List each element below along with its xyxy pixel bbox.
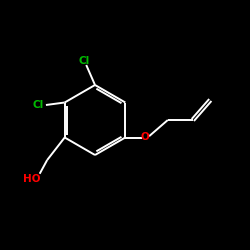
Text: Cl: Cl: [33, 100, 44, 110]
Text: Cl: Cl: [78, 56, 90, 66]
Text: O: O: [141, 132, 150, 142]
Text: HO: HO: [24, 174, 41, 184]
